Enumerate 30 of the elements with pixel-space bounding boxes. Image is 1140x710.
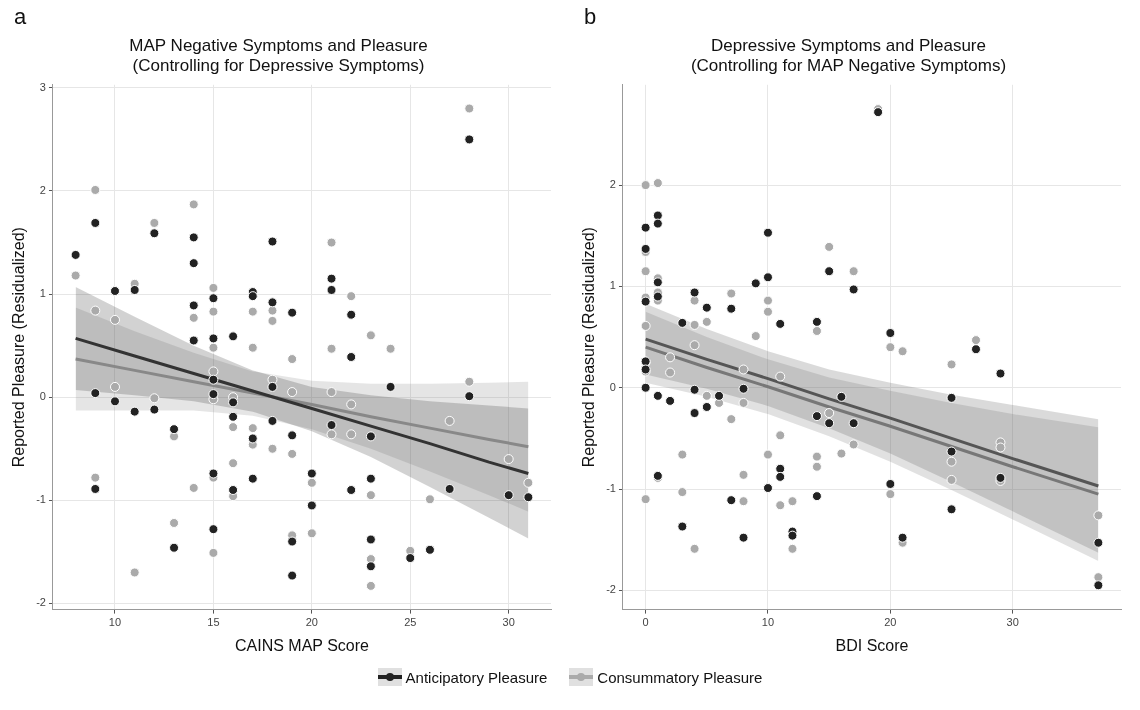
legend-label: Anticipatory Pleasure [405, 668, 548, 686]
y-tick-label: -1 [36, 493, 46, 506]
y-axis-title: Reported Pleasure (Residualized) [580, 227, 598, 468]
y-tick-label: 3 [39, 80, 46, 93]
chart-title: MAP Negative Symptoms and Pleasure (Controlling for Depressive Symptoms) [129, 35, 428, 76]
y-tick-label: -2 [606, 583, 616, 596]
y-tick-label: 0 [609, 380, 616, 393]
x-tick-label: 25 [404, 616, 417, 629]
chart-title: Depressive Symptoms and Pleasure (Controlling for MAP Negative Symptoms) [690, 35, 1007, 76]
x-tick-label: 10 [761, 616, 775, 629]
text: a [14, 4, 27, 30]
x-axis-title: CAINS MAP Score [235, 636, 370, 654]
y-tick-label: 2 [609, 178, 616, 191]
x-axis-title: BDI Score [835, 636, 909, 654]
x-tick-label: 30 [1006, 616, 1019, 629]
x-tick-label: 30 [502, 616, 515, 629]
legend-label: Consummatory Pleasure [597, 668, 763, 686]
text: b [584, 4, 597, 30]
x-tick-label: 15 [207, 616, 220, 629]
y-tick-label: -1 [606, 482, 616, 495]
x-tick-label: 0 [642, 616, 649, 629]
y-tick-label: 1 [609, 279, 616, 292]
y-tick-label: 1 [39, 287, 46, 300]
x-tick-label: 20 [884, 616, 897, 629]
y-tick-label: 2 [39, 184, 46, 197]
x-tick-label: 10 [108, 616, 122, 629]
y-tick-label: -2 [36, 596, 46, 609]
y-axis-title: Reported Pleasure (Residualized) [10, 227, 28, 468]
y-tick-label: 0 [39, 390, 46, 403]
x-tick-label: 20 [305, 616, 318, 629]
